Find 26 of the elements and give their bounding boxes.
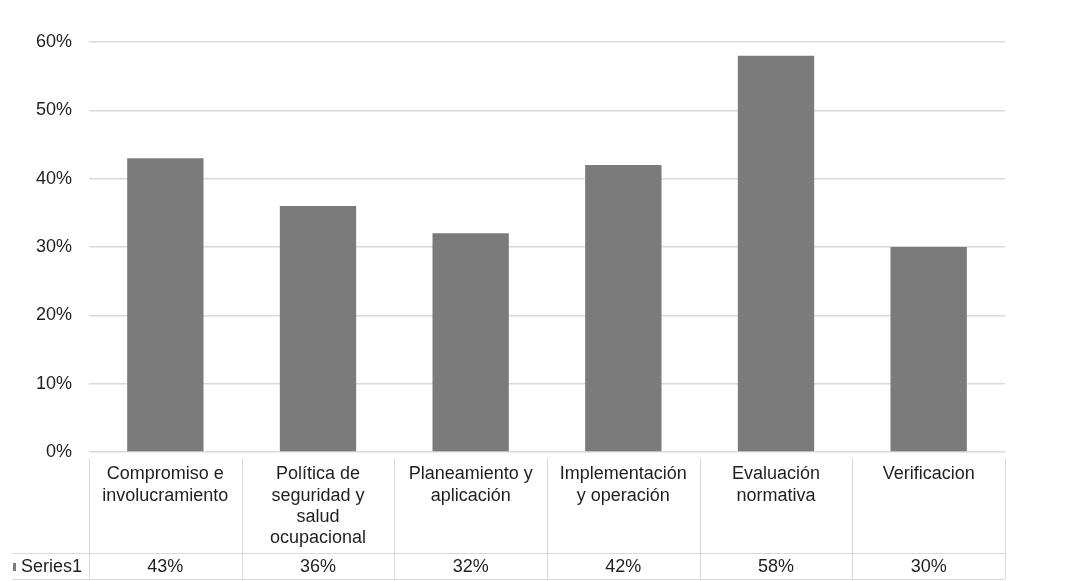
x-tick-label: Evaluación normativa <box>731 463 821 505</box>
x-tick-label: Implementación y operación <box>559 463 687 505</box>
bar <box>737 55 815 452</box>
bar <box>432 233 509 452</box>
bar <box>585 165 662 452</box>
y-tick-label: 30% <box>35 235 72 256</box>
x-tick-label: Política de seguridad y salud ocupacional <box>269 463 367 547</box>
bar <box>279 206 357 452</box>
data-label: 30% <box>910 555 947 576</box>
data-label: 32% <box>452 555 489 576</box>
x-tick-label: Verificacion <box>882 463 975 484</box>
y-tick-label: 20% <box>35 304 72 325</box>
y-tick-label: 0% <box>45 440 72 461</box>
y-tick-label: 40% <box>35 167 72 188</box>
legend-label: Series1 <box>21 555 83 576</box>
data-label: 36% <box>299 555 337 576</box>
data-label: 43% <box>147 555 184 576</box>
y-tick-label: 10% <box>35 372 72 393</box>
data-label: 58% <box>757 555 795 576</box>
y-tick-label: 50% <box>35 99 72 120</box>
x-tick-label: Compromiso e involucramiento <box>102 463 229 505</box>
y-tick-label: 60% <box>35 30 72 51</box>
x-tick-label: Planeamiento y aplicación <box>408 463 533 505</box>
bar <box>890 247 967 452</box>
data-label: 42% <box>605 555 642 576</box>
bar <box>127 158 204 452</box>
